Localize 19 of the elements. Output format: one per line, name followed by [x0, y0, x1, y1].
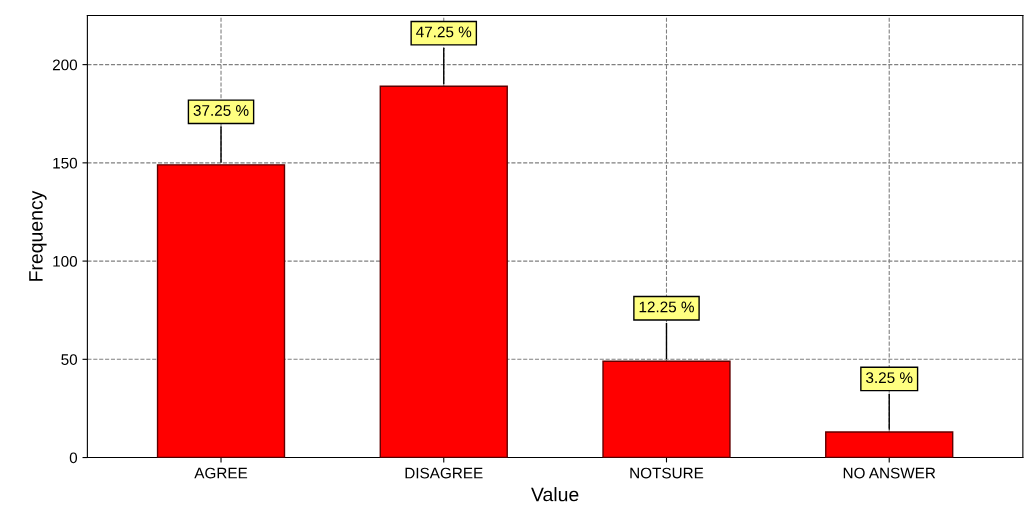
bar [156, 164, 286, 458]
y-tick-label: 0 [69, 452, 78, 464]
y-axis-title: Frequency [29, 190, 47, 281]
bar [602, 360, 731, 458]
x-tick-label: NO ANSWER [843, 467, 936, 479]
x-tick-label: AGREE [194, 467, 248, 479]
annotation: 12.25 % [639, 301, 694, 313]
bar [379, 85, 508, 458]
annotation: 47.25 % [416, 26, 472, 38]
y-tick-label: 200 [52, 59, 78, 71]
y-tick-label: 150 [53, 157, 78, 169]
y-tick-label: 100 [53, 255, 78, 267]
x-tick-label: DISAGREE [405, 467, 483, 479]
x-axis-title: Value [531, 487, 579, 502]
y-tick-label: 50 [61, 354, 78, 365]
annotation: 37.25 % [193, 105, 249, 116]
x-tick-label: NOTSURE [630, 467, 704, 479]
annotation: 3.25 % [866, 372, 913, 384]
bar [825, 431, 954, 458]
